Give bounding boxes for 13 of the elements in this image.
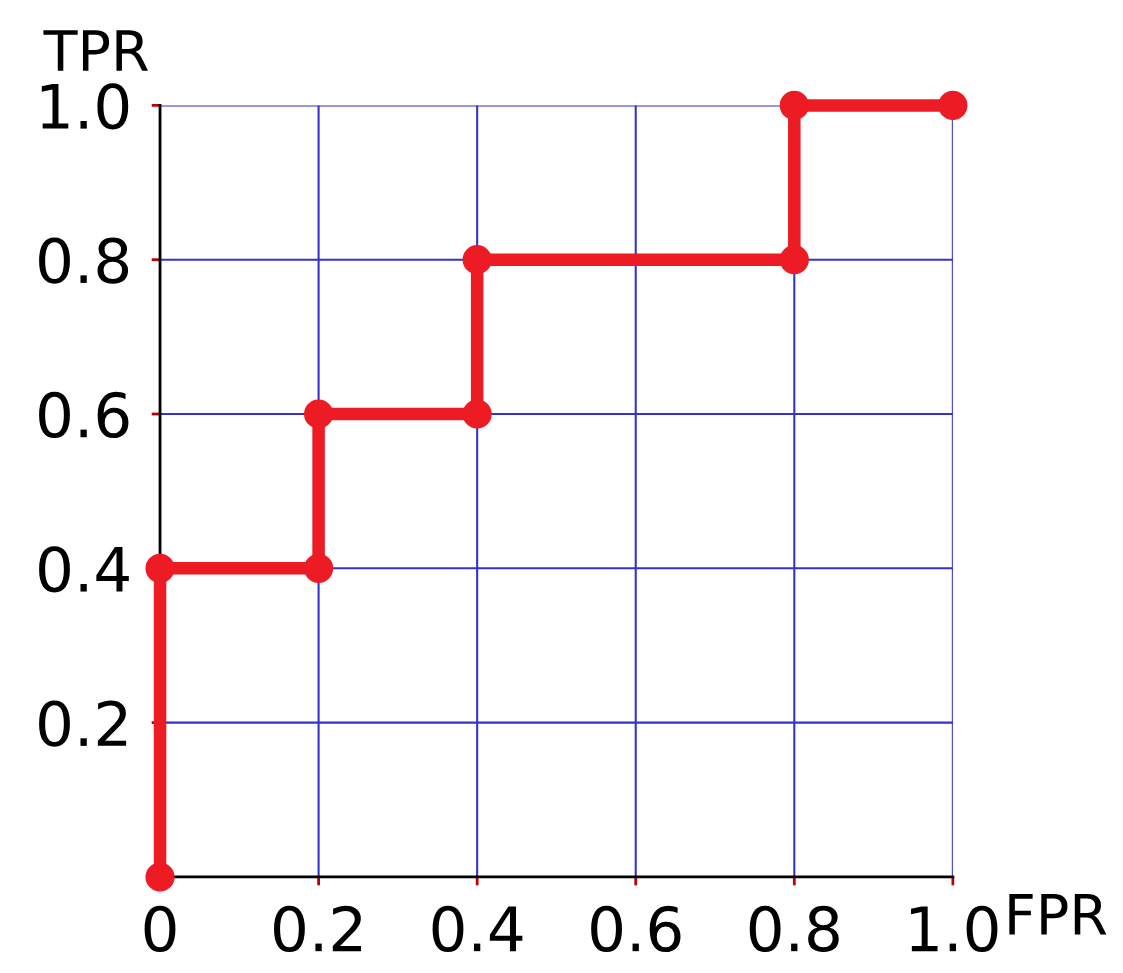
x-axis-title: FPR xyxy=(1009,894,1107,935)
y-tick-label: 0.4 xyxy=(39,546,129,593)
y-tick-label: 0.8 xyxy=(39,237,129,284)
y-tick-label: 1.0 xyxy=(41,83,129,130)
x-tick-label: 1.0 xyxy=(910,905,998,953)
y-axis-title: TPR xyxy=(43,30,149,71)
x-tick-label: 0 xyxy=(144,905,176,953)
x-tick-label: 0.6 xyxy=(591,905,681,953)
x-tick-label: 0.2 xyxy=(274,905,362,953)
x-tick-label: 0.8 xyxy=(749,905,839,953)
y-tick-label: 0.6 xyxy=(39,391,129,439)
x-tick-label: 0.4 xyxy=(432,905,523,953)
y-tick-label: 0.2 xyxy=(39,700,127,747)
